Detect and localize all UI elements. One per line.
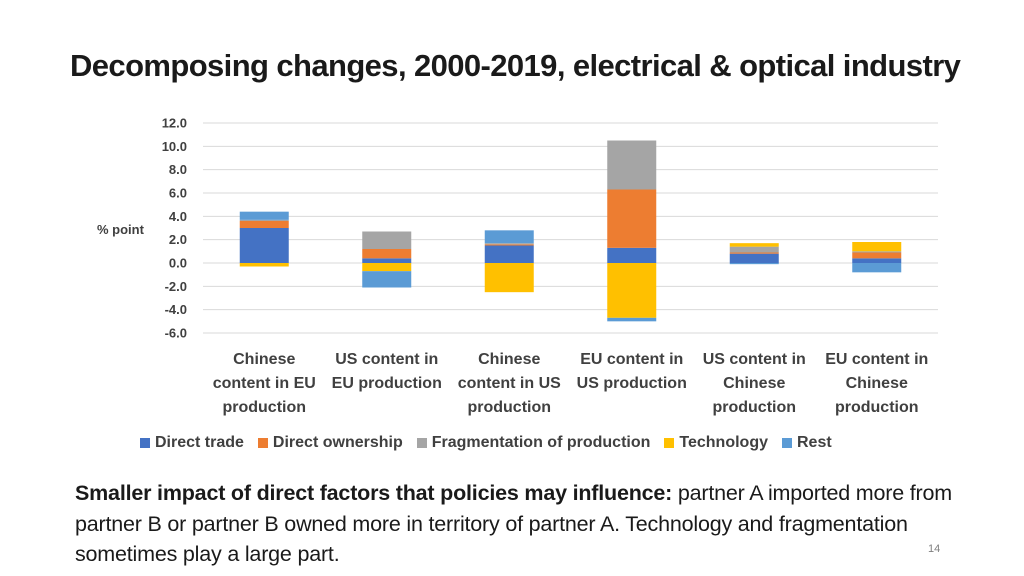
category-label: EU content in xyxy=(825,351,928,368)
bar-segment-fragmentation-of-production-2 xyxy=(362,231,412,249)
category-label: production xyxy=(467,399,551,416)
bar-segment-direct-ownership-5 xyxy=(729,252,779,254)
category-label: US content in xyxy=(335,351,438,368)
y-tick-label: -6.0 xyxy=(165,326,187,341)
bar-segment-rest-5 xyxy=(729,263,779,265)
bar-segment-technology-4 xyxy=(607,263,657,318)
y-tick-label: 6.0 xyxy=(169,186,187,201)
bar-segment-direct-trade-3 xyxy=(484,245,534,263)
category-label: content in US xyxy=(458,375,561,392)
y-axis-label: % point xyxy=(97,222,145,237)
bar-segment-rest-3 xyxy=(484,230,534,244)
category-label: content in EU xyxy=(213,375,316,392)
category-label: US content in xyxy=(703,351,806,368)
y-tick-label: 10.0 xyxy=(162,139,187,154)
legend-item: Direct ownership xyxy=(257,434,403,452)
y-axis-ticks: 12.0 10.0 8.0 6.0 4.0 2.0 0.0 -2.0 -4.0 -6.0 xyxy=(162,116,187,341)
legend-swatch xyxy=(781,438,792,448)
chart-gridlines xyxy=(203,122,938,334)
bar-segment-fragmentation-of-production-3 xyxy=(484,243,534,245)
category-label: Chinese xyxy=(233,351,295,368)
y-tick-label: 2.0 xyxy=(169,232,187,247)
slide-title: Decomposing changes, 2000-2019, electric… xyxy=(70,48,961,83)
bar-segment-direct-trade-6 xyxy=(852,258,902,263)
page-number: 14 xyxy=(928,543,941,555)
legend-item: Direct trade xyxy=(140,434,244,452)
caption-bold: Smaller impact of direct factors that po… xyxy=(75,481,673,505)
bar-segment-technology-6 xyxy=(852,242,902,252)
category-label: Chinese xyxy=(723,375,785,392)
legend-label: Direct trade xyxy=(155,434,244,451)
y-tick-label: -2.0 xyxy=(165,279,187,294)
bar-segment-rest-1 xyxy=(239,211,289,220)
legend-label: Fragmentation of production xyxy=(431,434,651,451)
category-label: EU production xyxy=(332,375,442,392)
stacked-bar-chart: 12.0 10.0 8.0 6.0 4.0 2.0 0.0 -2.0 -4.0 -6.0 Chin… xyxy=(97,116,938,416)
slide-caption: Smaller impact of direct factors that po… xyxy=(75,478,955,570)
bar-segment-direct-trade-4 xyxy=(607,247,657,263)
bar-segment-direct-trade-2 xyxy=(362,258,412,263)
bar-segment-direct-trade-5 xyxy=(729,253,779,263)
legend-label: Direct ownership xyxy=(272,434,403,451)
category-label: production xyxy=(222,399,306,416)
legend-item: Technology xyxy=(664,434,768,452)
y-tick-label: 8.0 xyxy=(169,162,187,177)
category-label: Chinese xyxy=(846,375,908,392)
bar-segment-technology-5 xyxy=(729,243,779,247)
y-tick-label: 4.0 xyxy=(169,209,187,224)
legend-item: Fragmentation of production xyxy=(416,434,651,452)
legend-swatch xyxy=(140,438,150,448)
category-label: US production xyxy=(577,375,687,392)
category-label: production xyxy=(835,399,919,416)
y-tick-label: 12.0 xyxy=(162,116,187,131)
legend-label: Technology xyxy=(679,434,768,451)
bar-segment-direct-ownership-6 xyxy=(852,252,902,259)
chart-bars xyxy=(239,140,902,322)
bar-segment-technology-2 xyxy=(362,263,412,272)
caption-text: partner A imported more from partner B o… xyxy=(75,481,952,566)
bar-segment-rest-6 xyxy=(852,263,902,273)
bar-segment-rest-2 xyxy=(362,271,412,288)
bar-segment-direct-ownership-2 xyxy=(362,249,412,259)
legend-swatch xyxy=(664,438,675,448)
bar-segment-technology-1 xyxy=(239,263,289,267)
legend-swatch xyxy=(257,438,268,448)
bar-segment-direct-ownership-4 xyxy=(607,189,657,248)
bar-segment-technology-3 xyxy=(484,263,534,293)
bar-segment-rest-4 xyxy=(607,317,657,322)
bar-segment-direct-trade-1 xyxy=(239,228,289,263)
y-tick-label: 0.0 xyxy=(169,256,187,271)
bar-segment-fragmentation-of-production-5 xyxy=(729,246,779,253)
bar-segment-fragmentation-of-production-6 xyxy=(852,251,902,253)
category-label: Chinese xyxy=(478,351,540,368)
bar-segment-fragmentation-of-production-4 xyxy=(607,140,657,190)
category-label: production xyxy=(712,399,796,416)
category-label: EU content in xyxy=(580,351,683,368)
x-axis-categories: Chinese content in EU production US content… xyxy=(213,351,929,416)
chart-legend: Direct trade Direct ownership Fragmentatio… xyxy=(140,434,832,452)
y-tick-label: -4.0 xyxy=(165,302,187,317)
bar-segment-direct-ownership-1 xyxy=(239,221,289,228)
legend-label: Rest xyxy=(796,434,832,451)
bar-segment-direct-ownership-3 xyxy=(484,244,534,246)
bar-segment-fragmentation-of-production-1 xyxy=(239,219,289,221)
legend-item: Rest xyxy=(781,434,832,452)
legend-swatch xyxy=(416,438,427,448)
